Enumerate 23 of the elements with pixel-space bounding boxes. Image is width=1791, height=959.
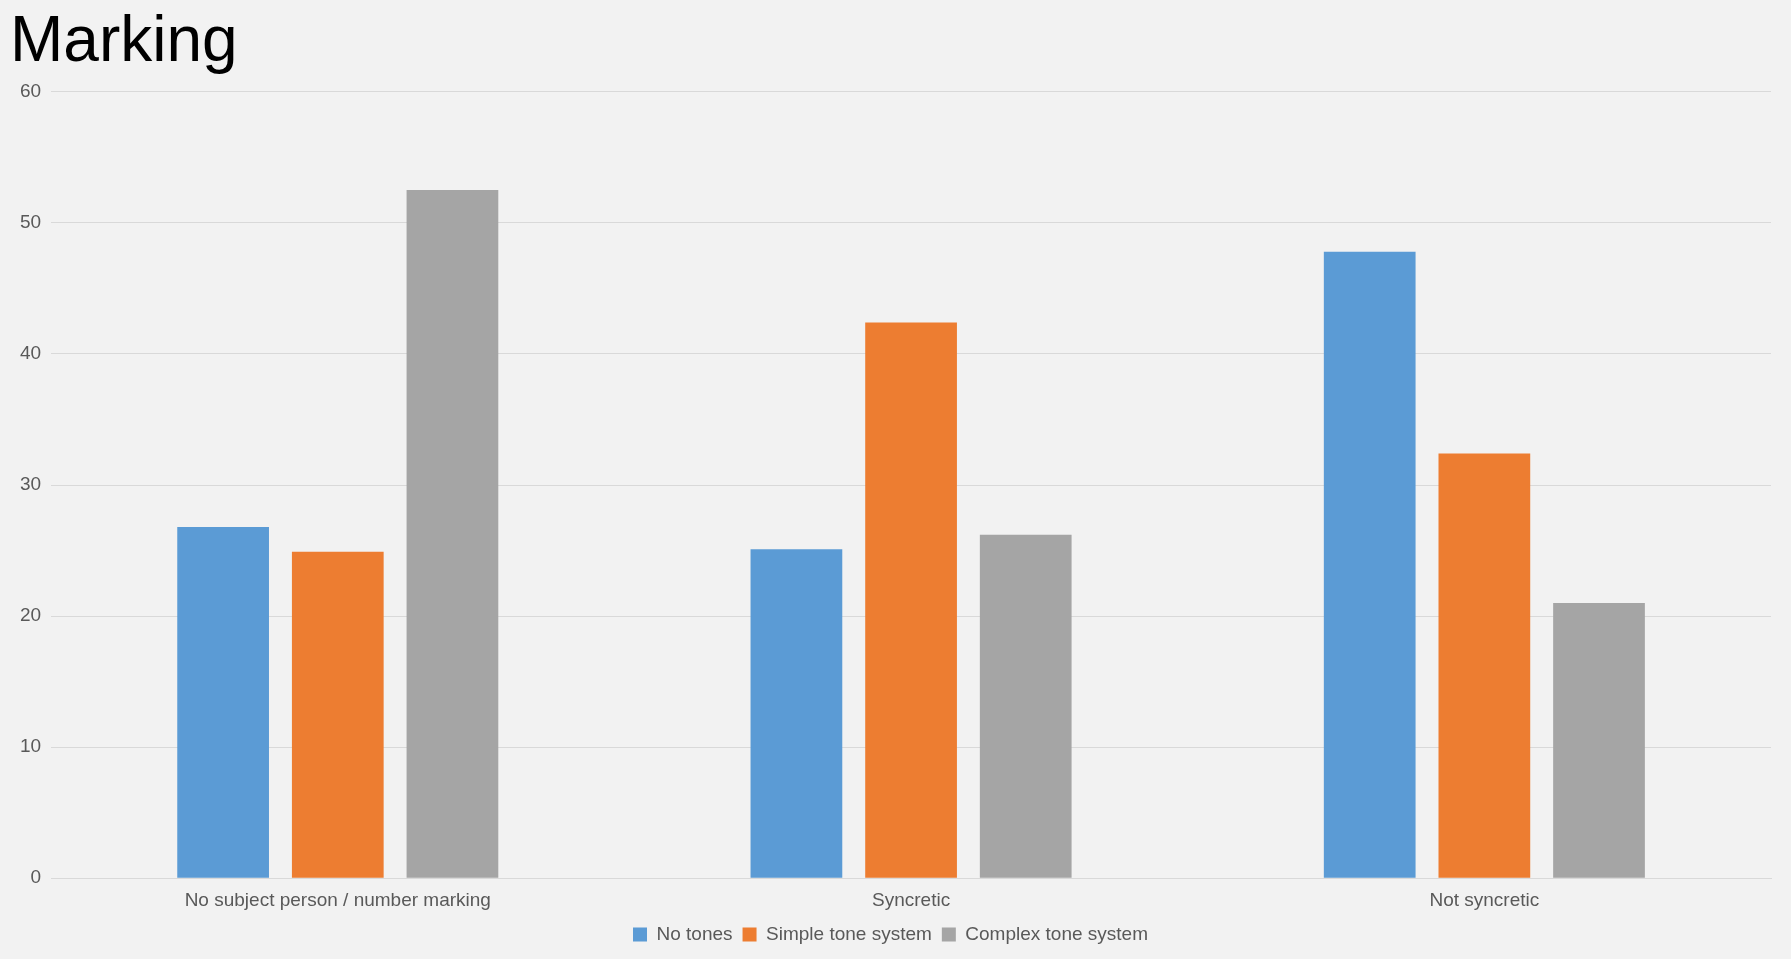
y-tick-label: 40 xyxy=(19,342,42,364)
bar xyxy=(406,190,499,878)
bar xyxy=(750,549,843,878)
y-tick-label: 0 xyxy=(30,866,42,888)
bar xyxy=(177,526,269,878)
x-tick-label: Syncretic xyxy=(872,888,951,910)
bar xyxy=(979,534,1072,878)
bar xyxy=(291,551,384,878)
y-tick-label: 10 xyxy=(19,735,42,757)
bar xyxy=(1323,251,1416,878)
bar xyxy=(1553,602,1645,878)
x-tick-label: No subject person / number marking xyxy=(184,888,491,910)
legend-label: Simple tone system xyxy=(766,922,932,944)
y-tick-label: 60 xyxy=(19,80,42,102)
legend-label: No tones xyxy=(656,922,733,944)
bar xyxy=(1438,453,1531,878)
legend-label: Complex tone system xyxy=(965,922,1149,944)
chart-title: Marking xyxy=(10,3,238,76)
x-tick-label: Not syncretic xyxy=(1429,888,1540,910)
y-tick-label: 30 xyxy=(19,473,42,495)
y-tick-label: 20 xyxy=(19,604,42,626)
bar xyxy=(865,322,957,878)
y-tick-label: 50 xyxy=(19,211,42,233)
